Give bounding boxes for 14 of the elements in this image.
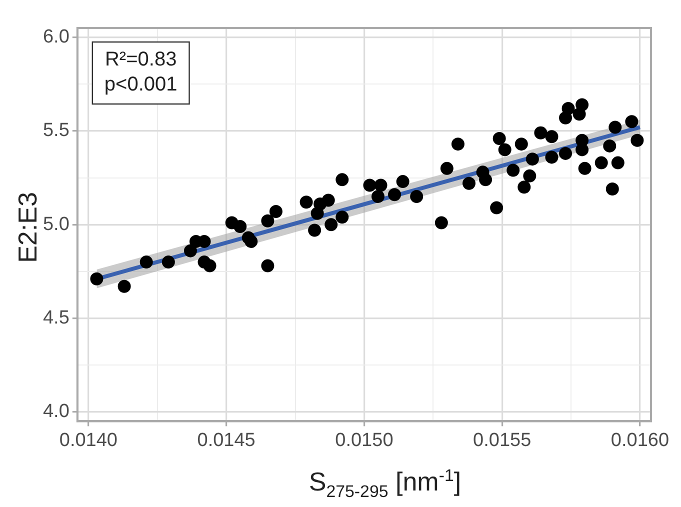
y-tick-label: 4.0 <box>42 401 70 422</box>
x-tick-label: 0.0150 <box>335 430 394 451</box>
y-tick-label: 4.5 <box>42 307 70 328</box>
x-tick-label: 0.0140 <box>59 430 118 451</box>
annotation: R²=0.83 <box>104 48 177 71</box>
y-axis-title: E2:E3 <box>12 191 44 265</box>
y-tick-label: 5.0 <box>42 214 70 235</box>
y-tick-label: 5.5 <box>42 120 70 142</box>
x-axis-title: S$_{275-295}$ [nm$^{-1}$] <box>308 466 462 502</box>
annotation: p<0.001 <box>104 74 178 96</box>
x-tick-label: 0.0155 <box>473 430 532 451</box>
y-tick-label: 6.0 <box>42 26 70 48</box>
x-tick-label: 0.0145 <box>197 430 256 451</box>
x-tick-label: 0.0160 <box>610 430 670 451</box>
